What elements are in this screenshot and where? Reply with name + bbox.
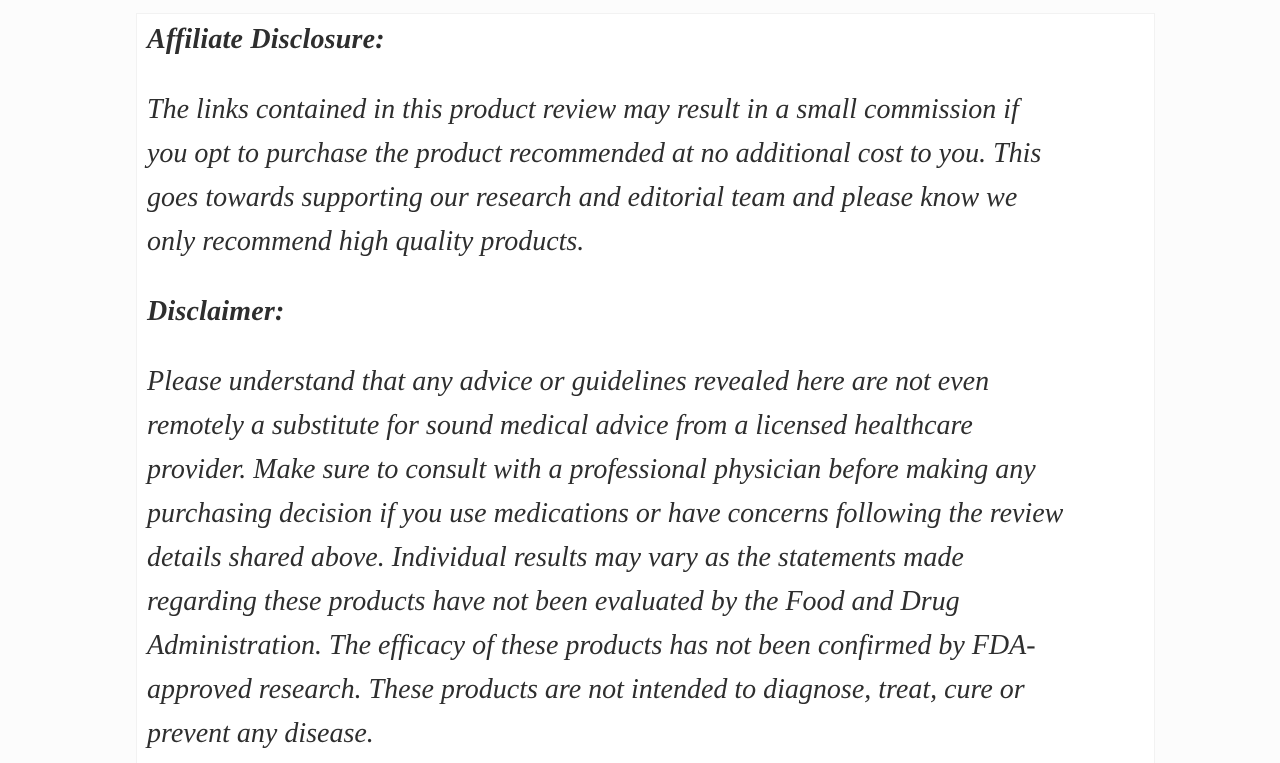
- text-line: details shared above. Individual results…: [147, 542, 964, 573]
- text-line: only recommend high quality products.: [147, 226, 585, 257]
- text-line: approved research. These products are no…: [147, 674, 1025, 705]
- affiliate-disclosure-paragraph: The links contained in this product revi…: [147, 88, 1154, 264]
- text-line: remotely a substitute for sound medical …: [147, 410, 973, 441]
- affiliate-disclosure-heading: Affiliate Disclosure:: [147, 24, 385, 55]
- text-line: Please understand that any advice or gui…: [147, 366, 990, 397]
- text-line: regarding these products have not been e…: [147, 586, 960, 617]
- text-line: The links contained in this product revi…: [147, 94, 1019, 125]
- article-content: Affiliate Disclosure: The links containe…: [136, 13, 1155, 763]
- affiliate-disclosure-section: Affiliate Disclosure: The links containe…: [147, 18, 1154, 264]
- text-line: purchasing decision if you use medicatio…: [147, 498, 1064, 529]
- text-line: provider. Make sure to consult with a pr…: [147, 454, 1036, 485]
- disclaimer-paragraph: Please understand that any advice or gui…: [147, 360, 1154, 756]
- text-line: Administration. The efficacy of these pr…: [147, 630, 1036, 661]
- disclaimer-section: Disclaimer: Please understand that any a…: [147, 290, 1154, 756]
- text-line: you opt to purchase the product recommen…: [147, 138, 1042, 169]
- text-line: goes towards supporting our research and…: [147, 182, 1018, 213]
- text-line: prevent any disease.: [147, 718, 374, 749]
- disclaimer-heading: Disclaimer:: [147, 296, 285, 327]
